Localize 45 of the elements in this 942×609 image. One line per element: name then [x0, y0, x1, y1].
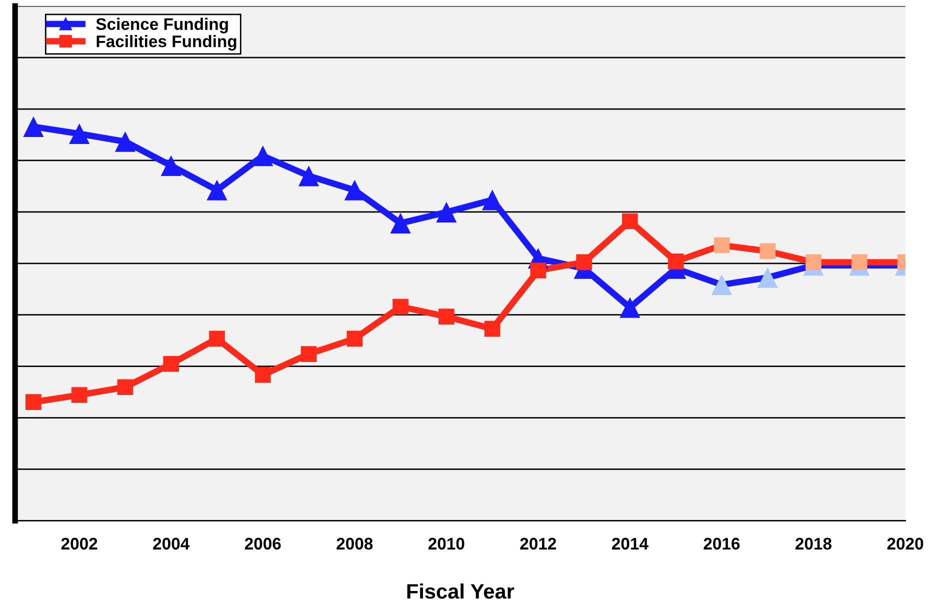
point	[392, 298, 408, 315]
point	[71, 387, 88, 403]
point	[254, 366, 271, 383]
point	[622, 213, 638, 230]
x-tick-label: 2010	[428, 538, 464, 550]
point	[163, 356, 180, 372]
point	[714, 237, 730, 254]
point	[530, 262, 546, 278]
legend-label: Facilities Funding	[96, 35, 236, 51]
point	[668, 254, 684, 270]
point	[160, 155, 182, 176]
point	[69, 123, 90, 144]
x-tick-label: 2014	[612, 538, 648, 550]
point	[757, 267, 778, 288]
point	[26, 394, 42, 410]
x-tick-label: 2002	[61, 538, 98, 550]
point	[484, 320, 500, 337]
point	[620, 297, 640, 318]
point	[851, 254, 868, 270]
point	[300, 346, 317, 362]
x-tick-label: 2018	[796, 538, 832, 550]
point	[23, 116, 44, 137]
point	[344, 180, 365, 200]
x-tick-label: 2008	[336, 538, 373, 550]
point	[438, 308, 454, 325]
point	[252, 146, 274, 166]
point	[206, 180, 228, 200]
point	[298, 166, 320, 186]
point	[390, 212, 411, 234]
point	[576, 254, 592, 270]
x-tick-label: 2012	[520, 538, 556, 550]
x-tick-label: 2016	[704, 538, 740, 550]
point	[436, 202, 457, 222]
x-tick-label: 2006	[244, 538, 281, 550]
point	[117, 379, 134, 396]
point	[209, 330, 225, 347]
point	[114, 131, 136, 152]
x-tick-label: 2004	[153, 538, 190, 550]
point	[346, 330, 363, 347]
point	[711, 274, 732, 295]
point	[760, 243, 776, 260]
point	[806, 254, 822, 270]
legend-label: Science Funding	[96, 18, 228, 34]
x-axis-title: Fiscal Year	[407, 583, 514, 599]
x-tick-label: 2020	[887, 538, 924, 550]
